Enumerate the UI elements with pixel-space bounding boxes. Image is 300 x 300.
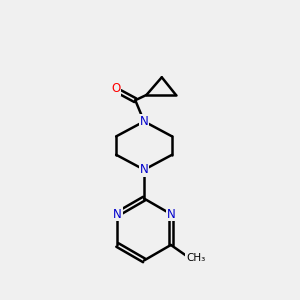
- Text: N: N: [167, 208, 175, 220]
- Text: N: N: [140, 163, 148, 176]
- Text: CH₃: CH₃: [186, 253, 206, 263]
- Text: O: O: [111, 82, 120, 95]
- Text: N: N: [140, 115, 148, 128]
- Text: N: N: [113, 208, 122, 220]
